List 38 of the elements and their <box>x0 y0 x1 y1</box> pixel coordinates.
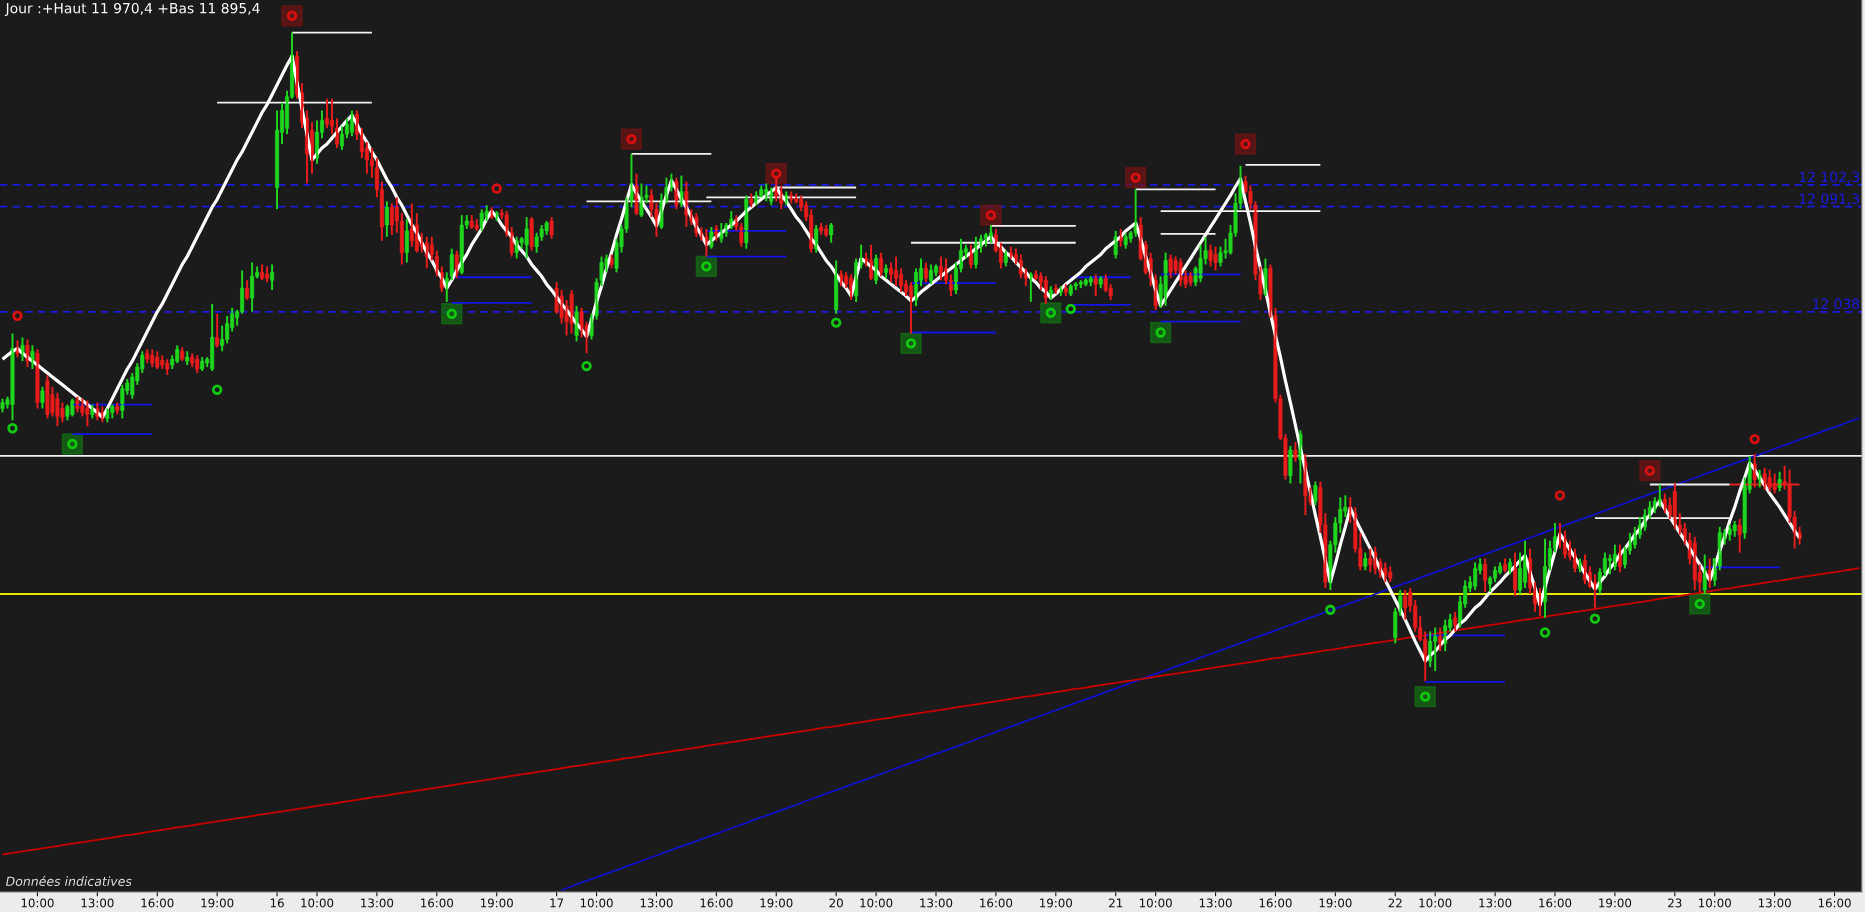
x-tick-label: 16:00 <box>980 898 1013 908</box>
x-tick-label: 19:00 <box>1319 898 1352 908</box>
x-tick-label: 16:00 <box>1818 898 1851 908</box>
chart-title: Jour :+Haut 11 970,4 +Bas 11 895,4 <box>4 2 260 17</box>
x-tick-label: 10:00 <box>1419 898 1452 908</box>
x-tick-label: 13:00 <box>1199 898 1232 908</box>
x-tick-label: 20 <box>829 898 843 908</box>
x-tick-label: 10:00 <box>580 898 613 908</box>
x-tick-label: 19:00 <box>480 898 513 908</box>
x-tick-label: 22 <box>1388 898 1402 908</box>
x-tick-label: 13:00 <box>1758 898 1791 908</box>
annotation: Données indicatives <box>5 875 132 887</box>
x-tick-label: 10:00 <box>21 898 54 908</box>
x-tick-label: 19:00 <box>760 898 793 908</box>
x-tick-label: 19:00 <box>201 898 234 908</box>
x-tick-label: 16:00 <box>1259 898 1292 908</box>
x-tick-label: 13:00 <box>1479 898 1512 908</box>
ref-line-label: 12 038 <box>1813 298 1860 310</box>
x-tick-label: 16 <box>270 898 284 908</box>
x-tick-label: 16:00 <box>141 898 174 908</box>
x-tick-label: 16:00 <box>1539 898 1572 908</box>
x-tick-label: 13:00 <box>361 898 394 908</box>
x-tick-label: 19:00 <box>1599 898 1632 908</box>
x-tick-label: 10:00 <box>1699 898 1731 908</box>
x-tick-label: 13:00 <box>81 898 114 908</box>
x-tick-label: 13:00 <box>640 898 673 908</box>
x-tick-label: 10:00 <box>301 898 334 908</box>
ref-line-label: 12 102,3 <box>1799 171 1860 184</box>
ref-line-label: 12 091,3 <box>1799 193 1860 206</box>
x-tick-label: 16:00 <box>700 898 733 908</box>
x-tick-label: 10:00 <box>1139 898 1172 908</box>
x-tick-label: 16:00 <box>421 898 454 908</box>
x-tick-label: 21 <box>1109 898 1123 908</box>
x-tick-label: 23 <box>1668 898 1682 908</box>
x-tick-label: 17 <box>550 898 564 908</box>
x-tick-label: 13:00 <box>920 898 953 908</box>
x-tick-label: 10:00 <box>860 898 893 908</box>
x-tick-label: 19:00 <box>1040 898 1073 908</box>
